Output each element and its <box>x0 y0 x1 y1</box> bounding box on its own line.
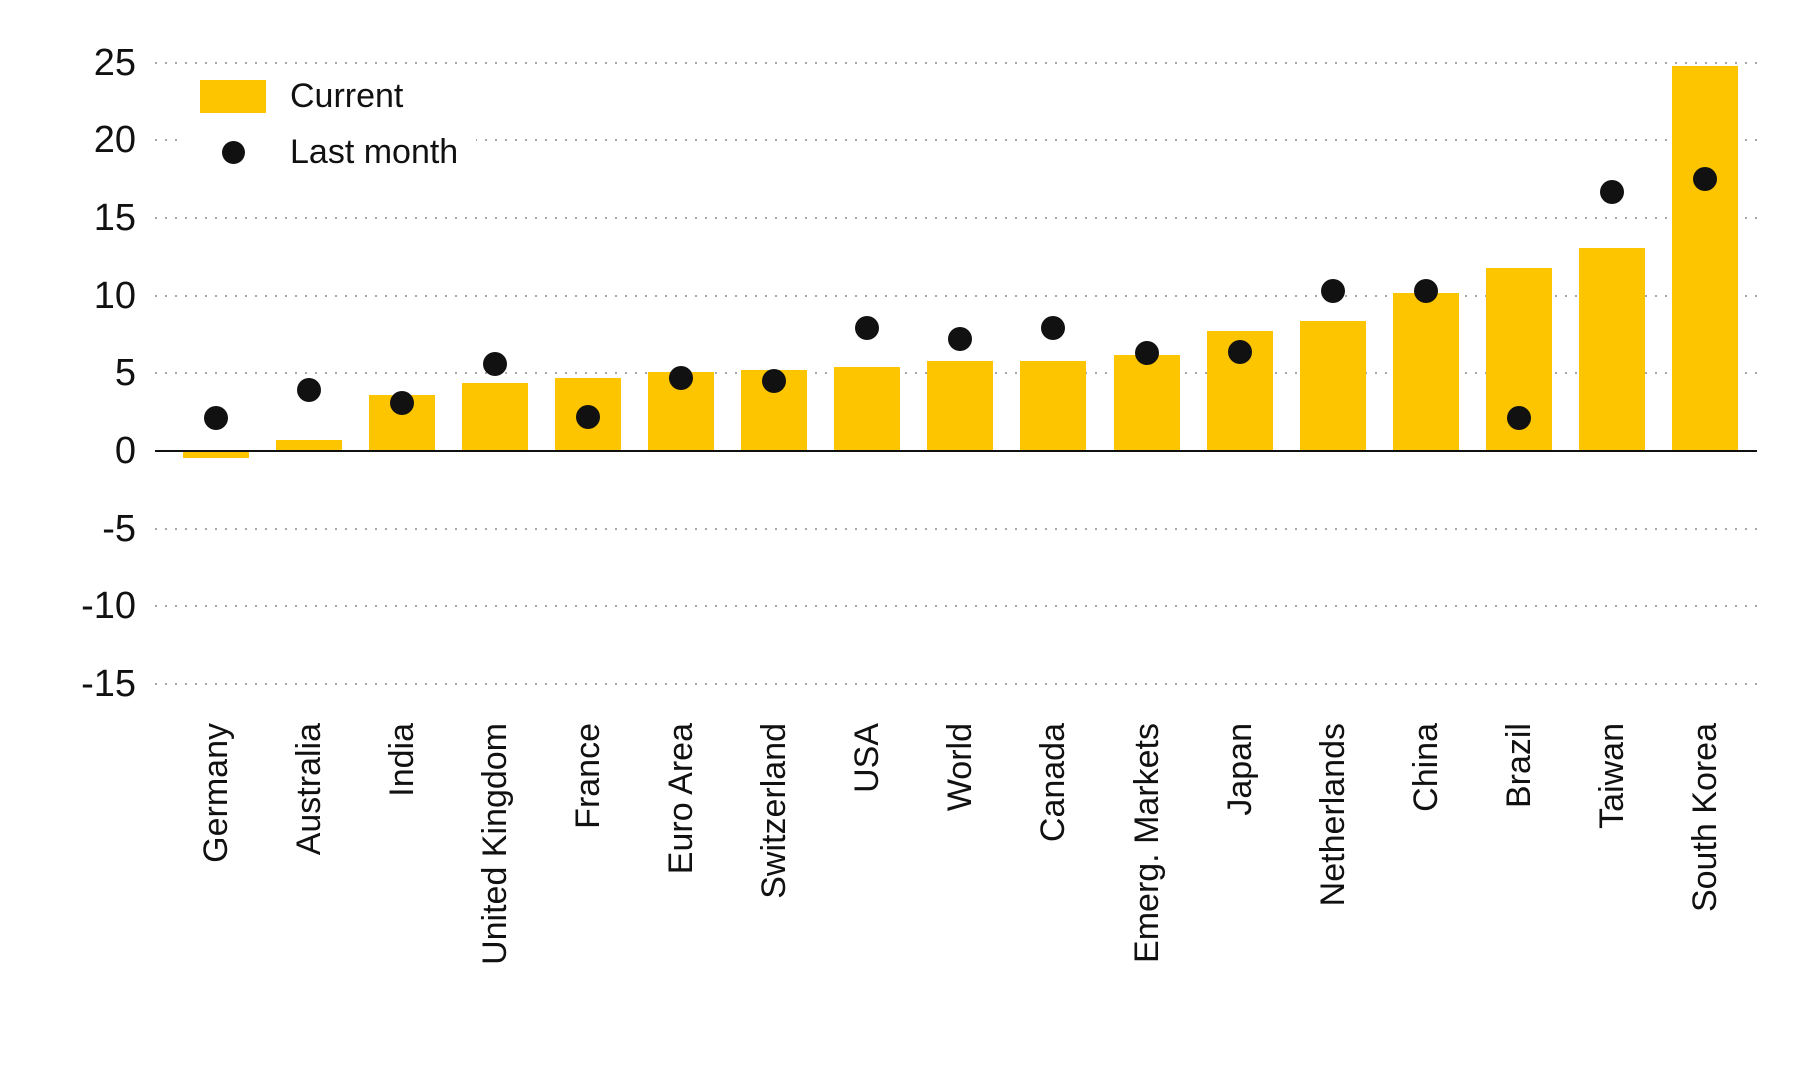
bar-China <box>1392 292 1459 451</box>
y-tick-label-20: 20 <box>93 119 136 162</box>
y-tick-label-0: 0 <box>114 430 136 472</box>
x-tick-label-Emerg. Markets: Emerg. Markets <box>1127 723 1166 963</box>
bar-Canada <box>1020 360 1087 451</box>
x-tick-label-Brazil: Brazil <box>1499 723 1538 809</box>
x-tick-label-USA: USA <box>848 723 887 793</box>
gridline--5 <box>155 527 1757 530</box>
dot-Australia <box>296 378 321 403</box>
x-tick-label-Taiwan: Taiwan <box>1593 723 1631 829</box>
dot-Japan <box>1227 339 1252 364</box>
dot-USA <box>855 316 880 341</box>
y-tick-label--15: -15 <box>81 662 136 705</box>
legend-row-last-month: Last month <box>200 132 458 172</box>
gridline-25 <box>155 61 1757 64</box>
dot-South Korea <box>1693 167 1718 192</box>
x-tick-label-Euro Area: Euro Area <box>662 723 700 875</box>
x-tick-label-Switzerland: Switzerland <box>755 723 794 899</box>
dot-Canada <box>1041 316 1066 341</box>
y-tick-label--10: -10 <box>81 585 136 628</box>
x-tick-label-South Korea: South Korea <box>1686 723 1725 913</box>
current-bar-swatch-icon <box>200 79 266 113</box>
x-tick-label-France: France <box>568 723 607 829</box>
legend-key-last-month <box>200 140 266 164</box>
chart-legend: Current Last month <box>185 70 477 182</box>
gridline-15 <box>155 217 1757 220</box>
bar-United Kingdom <box>461 382 528 451</box>
dot-Germany <box>203 406 228 431</box>
x-tick-label-Japan: Japan <box>1220 723 1259 816</box>
y-tick-label-15: 15 <box>93 197 136 240</box>
x-tick-label-United Kingdom: United Kingdom <box>475 723 514 965</box>
legend-key-current <box>200 79 266 113</box>
bar-South Korea <box>1672 65 1739 451</box>
dot-Emerg. Markets <box>1134 341 1159 366</box>
gridline-10 <box>155 294 1757 297</box>
dot-World <box>948 327 973 352</box>
bar-Germany <box>182 452 249 459</box>
dot-Taiwan <box>1600 179 1624 204</box>
x-tick-label-Australia: Australia <box>289 723 328 856</box>
x-tick-label-World: World <box>941 723 980 812</box>
gridline-20 <box>155 139 1757 142</box>
last-month-dot-icon <box>221 140 245 164</box>
dot-China <box>1413 279 1438 304</box>
gridline--15 <box>155 682 1757 685</box>
y-tick-label--5: -5 <box>102 507 136 550</box>
y-tick-label-25: 25 <box>93 41 136 84</box>
bar-Australia <box>275 440 342 451</box>
x-tick-label-Germany: Germany <box>196 723 235 863</box>
legend-label-last-month: Last month <box>290 133 459 171</box>
dot-Switzerland <box>762 369 787 394</box>
legend-label-current: Current <box>290 77 404 115</box>
dot-United Kingdom <box>482 352 507 377</box>
x-tick-label-India: India <box>382 723 421 797</box>
x-tick-label-Netherlands: Netherlands <box>1313 723 1352 907</box>
dot-Euro Area <box>669 366 693 390</box>
dot-Netherlands <box>1320 279 1345 304</box>
bar-Taiwan <box>1579 247 1645 451</box>
y-tick-label-10: 10 <box>93 274 136 317</box>
bar-World <box>927 360 994 451</box>
x-tick-label-Canada: Canada <box>1034 723 1073 843</box>
legend-row-current: Current <box>200 76 458 116</box>
dot-India <box>389 390 414 415</box>
zero-axis-line <box>155 450 1757 452</box>
gridline--10 <box>155 605 1757 608</box>
bar-USA <box>834 367 901 451</box>
y-tick-label-5: 5 <box>114 352 136 395</box>
bar-Emerg. Markets <box>1113 354 1180 451</box>
dot-France <box>575 404 600 429</box>
dot-Brazil <box>1506 406 1531 431</box>
bar-Netherlands <box>1299 320 1366 451</box>
x-tick-label-China: China <box>1406 723 1445 812</box>
